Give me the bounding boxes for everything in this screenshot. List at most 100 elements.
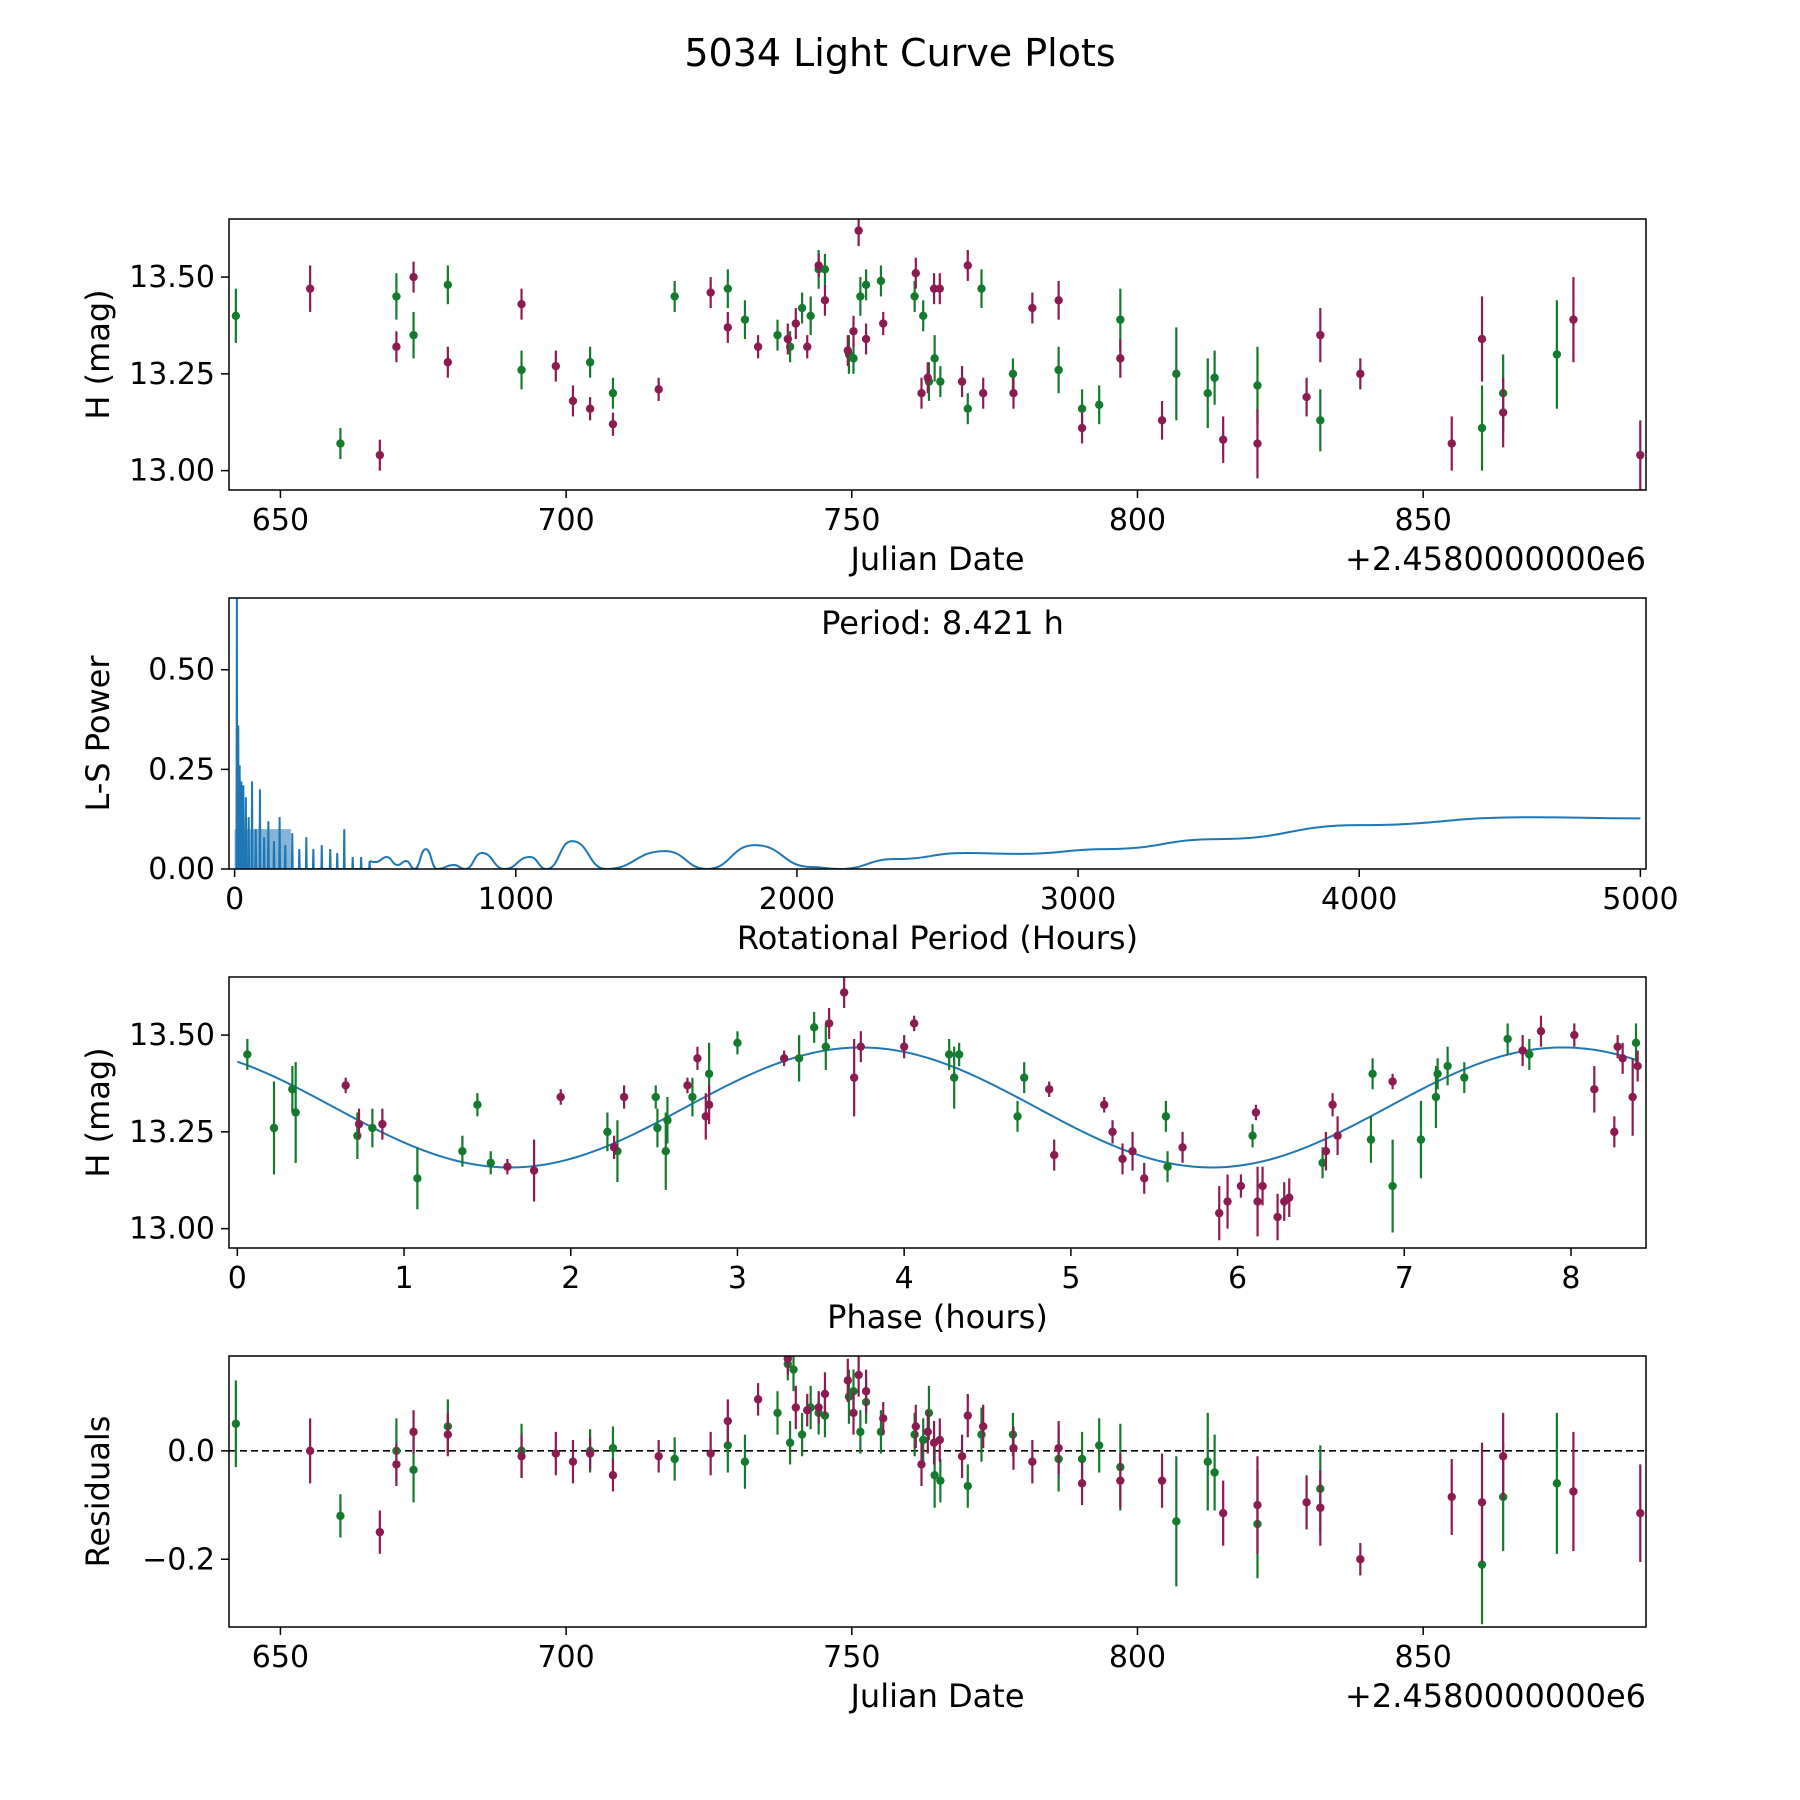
phased-marker	[354, 1119, 364, 1129]
residuals-xlabel: Julian Date	[848, 1677, 1024, 1715]
residuals-magenta-point	[1477, 1442, 1487, 1562]
residuals-marker	[919, 1435, 928, 1445]
lightcurve-marker	[979, 389, 988, 398]
lightcurve-magenta-point	[1054, 280, 1063, 320]
phased-marker	[1251, 1108, 1261, 1117]
phased-green-point	[954, 1042, 964, 1067]
residuals-magenta-point	[551, 1431, 561, 1476]
lightcurve-marker	[443, 358, 453, 367]
residuals-marker	[1552, 1479, 1562, 1488]
lightcurve-marker	[806, 311, 815, 320]
lightcurve-ytick-label: 13.50	[129, 260, 215, 295]
residuals-xtick-label: 850	[1395, 1640, 1452, 1675]
phased-marker	[486, 1158, 495, 1168]
periodogram-dense-block	[234, 829, 291, 869]
phased-magenta-point	[1280, 1182, 1289, 1221]
residuals-green-point	[1172, 1456, 1181, 1587]
residuals-magenta-point	[1498, 1412, 1508, 1500]
lightcurve-magenta-point	[305, 265, 315, 312]
residuals-magenta-point	[608, 1458, 618, 1492]
lightcurve-magenta-point	[1569, 277, 1578, 363]
periodogram-panel: 0 1000 2000 3000 4000 5000 0.00 0.25 0.50 Rotatio…	[79, 597, 1679, 957]
residuals-marker	[979, 1422, 988, 1431]
phased-ytick-label: 13.00	[129, 1212, 215, 1247]
residuals-marker	[879, 1414, 888, 1423]
residuals-marker	[551, 1449, 561, 1458]
phased-marker	[1049, 1150, 1059, 1160]
phased-magenta-point	[1388, 1073, 1397, 1090]
phased-marker	[1590, 1085, 1599, 1094]
residuals-marker	[820, 1389, 830, 1399]
residuals-frame	[228, 1355, 1647, 1628]
lightcurve-marker	[930, 354, 939, 363]
residuals-green-point	[670, 1437, 679, 1481]
residuals-marker	[409, 1427, 418, 1437]
lightcurve-magenta-point	[1077, 412, 1087, 444]
residuals-magenta-point	[1302, 1475, 1311, 1530]
phased-magenta-point	[529, 1139, 539, 1202]
lightcurve-magenta-point	[791, 308, 800, 340]
lightcurve-magenta-point	[753, 335, 763, 359]
phased-marker	[944, 1050, 954, 1059]
lightcurve-marker	[1116, 354, 1125, 363]
period-annotation: Period: 8.421 h	[821, 604, 1064, 642]
lightcurve-green-point	[876, 265, 886, 297]
lightcurve-marker	[797, 303, 807, 313]
lightcurve-magenta-point	[814, 253, 823, 278]
lightcurve-marker	[917, 389, 926, 398]
residuals-marker	[392, 1460, 401, 1469]
residuals-magenta-point	[654, 1440, 663, 1473]
lightcurve-marker	[517, 365, 526, 375]
lightcurve-magenta-point	[1302, 377, 1311, 417]
phased-green-point	[1525, 1038, 1534, 1070]
residuals-magenta-point	[1356, 1542, 1365, 1576]
phased-green-point	[1019, 1062, 1029, 1094]
residuals-marker	[231, 1419, 241, 1428]
phased-green-point	[1460, 1062, 1469, 1094]
lightcurve-xtick-label: 750	[823, 503, 880, 538]
periodogram-ytick-label: 0.25	[148, 752, 215, 787]
phased-green-point	[1368, 1058, 1377, 1090]
lightcurve-ytick-label: 13.25	[129, 357, 215, 392]
phased-green-point	[1631, 1023, 1641, 1063]
residuals-marker	[854, 1370, 863, 1380]
phased-magenta-point	[341, 1077, 350, 1094]
lightcurve-marker	[1316, 330, 1325, 340]
residuals-marker	[375, 1527, 385, 1537]
residuals-marker	[1077, 1454, 1087, 1464]
phased-magenta-point	[1536, 1015, 1546, 1047]
lightcurve-marker	[820, 296, 830, 305]
phased-magenta-point	[1100, 1097, 1109, 1113]
residuals-marker	[797, 1430, 807, 1439]
residuals-magenta-point	[923, 1410, 932, 1454]
residuals-marker	[773, 1408, 782, 1418]
phased-marker	[1633, 1061, 1642, 1071]
phased-magenta-point	[1223, 1174, 1232, 1229]
lightcurve-green-point	[231, 288, 241, 343]
phased-green-point	[809, 1011, 819, 1043]
lightcurve-marker	[1054, 365, 1063, 375]
lightcurve-magenta-point	[1116, 339, 1125, 378]
phased-marker	[1128, 1147, 1137, 1156]
lightcurve-magenta-point	[1477, 296, 1487, 382]
residuals-magenta-point	[879, 1402, 888, 1435]
phased-marker	[1618, 1054, 1627, 1063]
residuals-xtick-label: 650	[252, 1640, 309, 1675]
phased-marker	[269, 1123, 279, 1133]
residuals-xtick-label: 700	[537, 1640, 594, 1675]
phased-green-point	[949, 1046, 959, 1109]
residuals-marker	[1302, 1498, 1311, 1507]
phased-marker	[693, 1054, 702, 1063]
residuals-magenta-point	[803, 1393, 812, 1427]
periodogram-frame	[228, 597, 1647, 870]
residuals-marker	[783, 1356, 792, 1363]
residuals-marker	[670, 1454, 679, 1464]
lightcurve-marker	[409, 330, 418, 340]
lightcurve-green-point	[608, 377, 618, 409]
residuals-magenta-point	[753, 1383, 763, 1416]
phased-marker	[704, 1100, 714, 1109]
phased-marker	[821, 1042, 831, 1051]
lightcurve-green-point	[585, 346, 595, 378]
periodogram-ytick-label: 0.00	[148, 852, 215, 887]
residuals-marker	[305, 1446, 315, 1456]
